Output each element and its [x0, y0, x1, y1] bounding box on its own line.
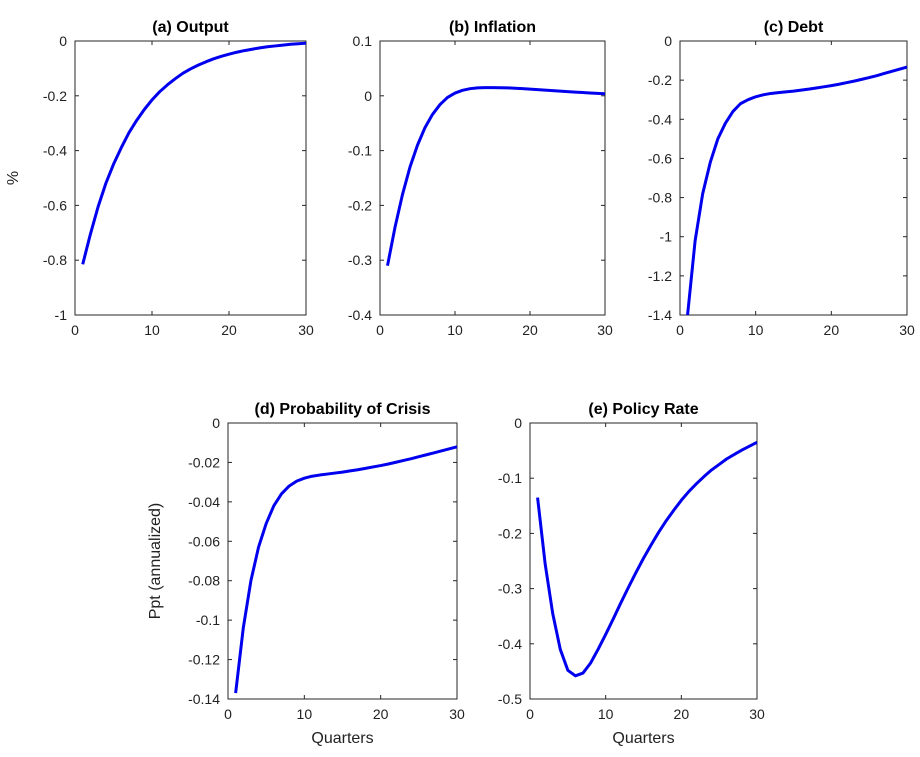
y-tick-label: -1.2 [648, 268, 672, 284]
axes-box [227, 422, 458, 700]
chart-panel-4: 0 10 20 30 0 -0.02 -0.04 -0.06 -0.08 -0.1 -0.12 -0.… [147, 401, 465, 747]
y-tick-label: -0.2 [498, 525, 522, 541]
y-tick-label: 0 [664, 33, 672, 49]
y-axis-label: % [5, 171, 22, 185]
y-tick-label: -0.08 [188, 573, 220, 589]
x-tick-label: 30 [899, 322, 915, 338]
chart-title: (b) Inflation [449, 19, 536, 36]
x-tick-label: 20 [221, 322, 237, 338]
y-tick-label: -0.4 [43, 143, 67, 159]
x-tick-label: 10 [297, 706, 313, 722]
axes-box [74, 40, 307, 316]
x-axis-label: Quarters [612, 730, 674, 747]
y-axis-label: Ppt (annualized) [147, 503, 164, 620]
y-tick-label: -0.14 [188, 691, 220, 707]
x-tick-label: 10 [144, 322, 160, 338]
series-line [686, 65, 908, 316]
y-tick-label: -0.5 [498, 691, 522, 707]
y-tick-label: -0.4 [348, 307, 372, 323]
chart-title: (c) Debt [764, 19, 824, 36]
x-tick-label: 30 [597, 322, 613, 338]
chart-title: (a) Output [152, 19, 229, 36]
x-tick-label: 20 [373, 706, 389, 722]
chart-panel-5: 0 10 20 30 0 -0.1 -0.2 -0.3 -0.4 -0.5 (e) Policy R… [498, 401, 765, 747]
x-tick-label: 10 [447, 322, 463, 338]
x-axis-label: Quarters [311, 730, 373, 747]
y-tick-label: -0.2 [648, 72, 672, 88]
x-tick-label: 30 [298, 322, 314, 338]
x-tick-label: 30 [749, 706, 765, 722]
y-tick-label: -0.2 [43, 88, 67, 104]
x-tick-label: 0 [676, 322, 684, 338]
y-tick-label: -1.4 [648, 307, 672, 323]
chart-title: (e) Policy Rate [588, 401, 698, 418]
y-tick-label: 0 [59, 33, 67, 49]
y-tick-label: -0.8 [648, 190, 672, 206]
x-tick-label: 0 [526, 706, 534, 722]
y-tick-label: -0.04 [188, 494, 220, 510]
y-tick-label: -0.12 [188, 652, 220, 668]
axes-box [529, 422, 758, 700]
axes-box [379, 40, 606, 316]
chart-panel-3: 0 10 20 30 0 -0.2 -0.4 -0.6 -0.8 -1 -1.2 -1.4 (c) De… [648, 19, 915, 338]
y-tick-label: -0.06 [188, 533, 220, 549]
chart-panel-1: 0 10 20 30 0 -0.2 -0.4 -0.6 -0.8 -1 (a) Output% [5, 19, 314, 338]
x-tick-label: 0 [224, 706, 232, 722]
x-tick-label: 0 [376, 322, 384, 338]
chart-title: (d) Probability of Crisis [254, 401, 430, 418]
y-tick-label: -0.1 [196, 612, 220, 628]
series-line [234, 445, 458, 694]
x-tick-label: 0 [71, 322, 79, 338]
y-tick-label: -0.1 [498, 470, 522, 486]
y-tick-label: 0 [364, 88, 372, 104]
x-tick-label: 30 [449, 706, 465, 722]
y-tick-label: -0.4 [498, 636, 522, 652]
y-tick-label: -0.8 [43, 252, 67, 268]
y-tick-label: -0.6 [43, 197, 67, 213]
y-tick-label: 0 [212, 415, 220, 431]
series-line [386, 86, 606, 266]
y-tick-label: -0.6 [648, 150, 672, 166]
y-tick-label: -0.02 [188, 454, 220, 470]
x-tick-label: 10 [748, 322, 764, 338]
y-tick-label: -0.3 [348, 252, 372, 268]
x-tick-label: 20 [674, 706, 690, 722]
chart-panel-2: 0 10 20 30 0.1 0 -0.1 -0.2 -0.3 -0.4 (b) Inflation [348, 19, 613, 338]
y-tick-label: -0.1 [348, 143, 372, 159]
y-tick-label: -1 [55, 307, 68, 323]
y-tick-label: -0.2 [348, 197, 372, 213]
x-tick-label: 10 [598, 706, 614, 722]
y-tick-label: -0.3 [498, 581, 522, 597]
axes-box [679, 40, 908, 316]
series-line [81, 41, 307, 265]
x-tick-label: 20 [522, 322, 538, 338]
x-tick-label: 20 [824, 322, 840, 338]
y-tick-label: 0.1 [353, 33, 373, 49]
y-tick-label: 0 [514, 415, 522, 431]
series-line [536, 440, 758, 678]
y-tick-label: -1 [660, 229, 673, 245]
y-tick-label: -0.4 [648, 111, 672, 127]
